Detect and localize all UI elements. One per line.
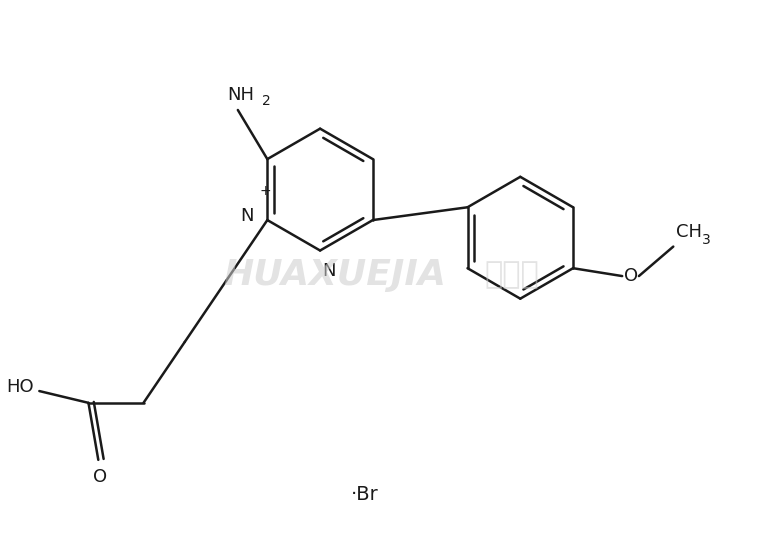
Text: N: N [322,262,336,281]
Text: 2: 2 [262,94,271,108]
Text: O: O [93,468,107,486]
Text: N: N [240,207,253,225]
Text: HO: HO [6,378,33,396]
Text: NH: NH [227,86,254,104]
Text: +: + [259,184,271,198]
Text: O: O [624,267,638,285]
Text: ·Br: ·Br [350,485,378,504]
Text: HUAXUEJIA: HUAXUEJIA [223,258,446,292]
Text: CH: CH [676,223,703,241]
Text: 化学加: 化学加 [484,260,539,290]
Text: 3: 3 [702,232,710,246]
